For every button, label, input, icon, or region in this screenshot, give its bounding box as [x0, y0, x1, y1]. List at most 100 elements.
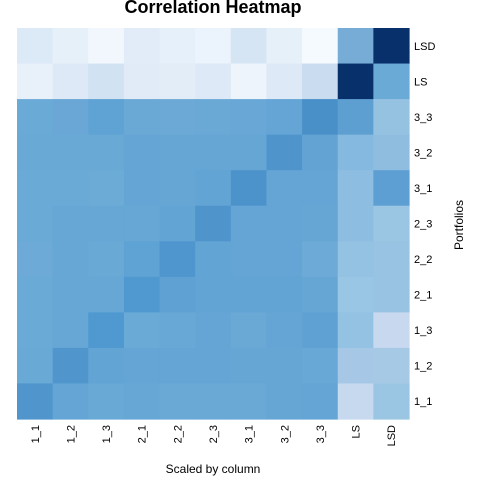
heatmap-cell-2_1-1_1 — [17, 277, 53, 313]
heatmap-cell-3_1-3_1 — [231, 170, 267, 206]
heatmap-cell-1_3-3_2 — [266, 312, 302, 348]
heatmap-cell-1_2-LS — [338, 348, 374, 384]
heatmap-cell-LS-3_2 — [266, 64, 302, 100]
heatmap-cell-LSD-3_2 — [266, 28, 302, 64]
x-tick-label: 3_1 — [244, 425, 256, 443]
x-tick-label: LSD — [386, 425, 398, 446]
heatmap-cell-LS-2_2 — [160, 64, 196, 100]
heatmap-cell-1_2-LSD — [373, 348, 409, 384]
heatmap-cell-2_2-3_1 — [231, 241, 267, 277]
heatmap-cell-2_3-1_2 — [53, 206, 89, 242]
heatmap-cell-2_3-2_1 — [124, 206, 160, 242]
heatmap-cell-2_3-3_3 — [302, 206, 338, 242]
heatmap-cell-3_3-1_1 — [17, 99, 53, 135]
heatmap-cell-3_2-1_2 — [53, 135, 89, 171]
heatmap-cell-1_2-1_3 — [88, 348, 124, 384]
heatmap-cell-1_1-LS — [338, 383, 374, 419]
heatmap-cell-2_3-LSD — [373, 206, 409, 242]
heatmap-cell-3_3-LS — [338, 99, 374, 135]
heatmap-cell-LS-1_2 — [53, 64, 89, 100]
heatmap-cell-2_1-2_1 — [124, 277, 160, 313]
heatmap-cell-1_2-2_3 — [195, 348, 231, 384]
heatmap-cell-1_1-2_2 — [160, 383, 196, 419]
x-tick-label: 3_3 — [315, 425, 327, 443]
heatmap-cell-2_2-3_3 — [302, 241, 338, 277]
heatmap-cell-1_3-3_3 — [302, 312, 338, 348]
heatmap-cell-3_2-3_3 — [302, 135, 338, 171]
x-axis-label: Scaled by column — [166, 462, 261, 476]
heatmap-cell-LSD-2_2 — [160, 28, 196, 64]
x-tick-labels: 1_1 1_2 1_3 2_1 2_2 2_3 3_1 3_2 3_3 LS LSD — [30, 425, 398, 446]
y-tick-label: 1_2 — [414, 361, 432, 373]
heatmap-cell-2_1-1_3 — [88, 277, 124, 313]
chart-title: Correlation Heatmap — [124, 0, 301, 17]
heatmap-cell-2_2-3_2 — [266, 241, 302, 277]
heatmap-cell-3_3-2_3 — [195, 99, 231, 135]
heatmap-cell-2_3-1_3 — [88, 206, 124, 242]
heatmap-cell-2_2-2_3 — [195, 241, 231, 277]
y-tick-label: 1_3 — [414, 325, 432, 337]
x-tick-label: LS — [351, 425, 363, 438]
heatmap-cell-3_3-2_2 — [160, 99, 196, 135]
heatmap-cell-LS-LS — [338, 64, 374, 100]
heatmap-cell-2_3-1_1 — [17, 206, 53, 242]
heatmap-cell-3_1-2_3 — [195, 170, 231, 206]
heatmap-cell-1_1-1_3 — [88, 383, 124, 419]
heatmap-cell-3_3-2_1 — [124, 99, 160, 135]
y-tick-label: LS — [414, 76, 427, 88]
heatmap-cell-3_1-2_1 — [124, 170, 160, 206]
heatmap-cell-2_2-LS — [338, 241, 374, 277]
heatmap-cell-3_1-1_1 — [17, 170, 53, 206]
heatmap-cell-2_2-1_2 — [53, 241, 89, 277]
x-tick-label: 1_1 — [30, 425, 42, 443]
heatmap-cell-LSD-1_2 — [53, 28, 89, 64]
heatmap-cell-3_1-LSD — [373, 170, 409, 206]
heatmap-cell-1_2-3_3 — [302, 348, 338, 384]
heatmap-cell-1_1-2_1 — [124, 383, 160, 419]
heatmap-cell-LSD-LS — [338, 28, 374, 64]
heatmap-cell-1_2-1_2 — [53, 348, 89, 384]
heatmap-cell-1_1-3_1 — [231, 383, 267, 419]
heatmap-cell-3_2-3_2 — [266, 135, 302, 171]
heatmap-cell-2_1-3_3 — [302, 277, 338, 313]
heatmap-cell-3_1-1_3 — [88, 170, 124, 206]
heatmap-cell-3_3-1_3 — [88, 99, 124, 135]
heatmap-cell-1_1-1_1 — [17, 383, 53, 419]
heatmap-cell-2_3-2_3 — [195, 206, 231, 242]
y-tick-label: 2_3 — [414, 219, 432, 231]
heatmap-cell-3_3-3_1 — [231, 99, 267, 135]
heatmap-cell-2_1-3_2 — [266, 277, 302, 313]
heatmap-cell-1_3-1_3 — [88, 312, 124, 348]
heatmap-cell-2_2-2_2 — [160, 241, 196, 277]
heatmap-cell-1_1-1_2 — [53, 383, 89, 419]
heatmap-cell-1_2-1_1 — [17, 348, 53, 384]
heatmap-cell-1_1-LSD — [373, 383, 409, 419]
heatmap-cell-1_3-2_1 — [124, 312, 160, 348]
heatmap-cell-3_2-1_1 — [17, 135, 53, 171]
heatmap-cell-2_1-3_1 — [231, 277, 267, 313]
y-tick-label: 2_2 — [414, 254, 432, 266]
heatmap-cell-2_3-LS — [338, 206, 374, 242]
heatmap-cell-2_1-LSD — [373, 277, 409, 313]
heatmap-cell-2_1-2_2 — [160, 277, 196, 313]
heatmap-cell-3_3-3_3 — [302, 99, 338, 135]
heatmap-cell-1_1-2_3 — [195, 383, 231, 419]
heatmap-cell-3_1-3_3 — [302, 170, 338, 206]
heatmap-cell-1_2-2_2 — [160, 348, 196, 384]
heatmap-cell-1_3-1_1 — [17, 312, 53, 348]
heatmap-cell-1_1-3_2 — [266, 383, 302, 419]
heatmap-cell-3_3-1_2 — [53, 99, 89, 135]
heatmap-cell-LS-3_1 — [231, 64, 267, 100]
x-tick-label: 2_2 — [172, 425, 184, 443]
heatmap-cell-LSD-3_3 — [302, 28, 338, 64]
heatmap-cell-1_2-3_2 — [266, 348, 302, 384]
heatmap-cell-2_3-3_1 — [231, 206, 267, 242]
heatmap-cell-2_2-2_1 — [124, 241, 160, 277]
heatmap-cell-3_1-LS — [338, 170, 374, 206]
heatmap-cell-2_1-2_3 — [195, 277, 231, 313]
x-tick-label: 2_3 — [208, 425, 220, 443]
y-tick-label: LSD — [414, 41, 435, 53]
heatmap-cell-LSD-3_1 — [231, 28, 267, 64]
heatmap-cell-2_2-LSD — [373, 241, 409, 277]
